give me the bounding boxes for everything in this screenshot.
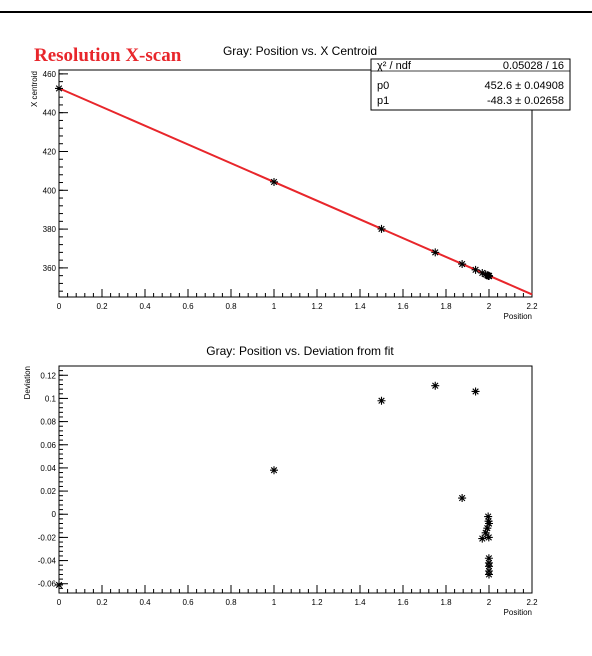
asterisk-marker xyxy=(485,520,493,528)
x-tick-label: 1.4 xyxy=(354,598,366,607)
data-point xyxy=(485,570,493,578)
asterisk-marker xyxy=(472,387,480,395)
x-tick-label: 2.2 xyxy=(526,302,538,311)
y-tick-label: 420 xyxy=(43,147,57,156)
banner-title: Resolution X-scan xyxy=(34,45,182,66)
y-tick-label: 0.12 xyxy=(40,371,56,380)
plot-x-centroid: Gray: Position vs. X Centroid Position X… xyxy=(30,44,570,321)
x-tick-label: 2 xyxy=(487,598,492,607)
asterisk-marker xyxy=(378,397,386,405)
plot-frame xyxy=(59,366,532,593)
asterisk-marker xyxy=(485,533,493,541)
data-point xyxy=(55,84,63,92)
x-tick-label: 0.6 xyxy=(182,598,194,607)
plot-deviation: Gray: Position vs. Deviation from fit Po… xyxy=(23,344,538,617)
x-tick-label: 1 xyxy=(272,302,277,311)
stats-value-chi2: 0.05028 / 16 xyxy=(503,60,564,72)
stats-box: χ² / ndf 0.05028 / 16 p0 452.6 ± 0.04908… xyxy=(371,59,570,110)
x-tick-label: 1.4 xyxy=(354,302,366,311)
stats-label-p1: p1 xyxy=(377,95,389,107)
x-tick-label: 1 xyxy=(272,598,277,607)
asterisk-marker xyxy=(458,260,466,268)
data-point xyxy=(55,581,63,589)
data-point xyxy=(378,225,386,233)
y-tick-label: -0.06 xyxy=(38,580,57,589)
y-tick-label: 0.04 xyxy=(40,464,56,473)
x-tick-label: 1.2 xyxy=(311,598,323,607)
asterisk-marker xyxy=(478,535,486,543)
asterisk-marker xyxy=(55,581,63,589)
y-tick-label: 460 xyxy=(43,70,57,79)
x-tick-label: 1.2 xyxy=(311,302,323,311)
x-tick-label: 0.2 xyxy=(96,302,108,311)
asterisk-marker xyxy=(431,248,439,256)
stats-value-p0: 452.6 ± 0.04908 xyxy=(485,80,564,92)
x-tick-label: 1.8 xyxy=(440,302,452,311)
data-point xyxy=(458,494,466,502)
chart-title: Gray: Position vs. Deviation from fit xyxy=(206,344,394,358)
y-tick-label: 0.06 xyxy=(40,441,56,450)
x-tick-label: 2.2 xyxy=(526,598,538,607)
chart-title: Gray: Position vs. X Centroid xyxy=(223,44,377,58)
data-point xyxy=(458,260,466,268)
x-tick-label: 0.8 xyxy=(225,598,237,607)
stats-label-chi2: χ² / ndf xyxy=(377,60,412,72)
x-tick-label: 1.6 xyxy=(397,598,409,607)
data-point xyxy=(270,178,278,186)
data-point xyxy=(431,248,439,256)
y-axis-label: X centroid xyxy=(30,71,39,107)
y-tick-label: 440 xyxy=(43,109,57,118)
data-point xyxy=(378,397,386,405)
y-axis-label: Deviation xyxy=(23,366,32,399)
x-tick-label: 0 xyxy=(57,598,62,607)
y-tick-label: -0.02 xyxy=(38,533,57,542)
data-point xyxy=(270,466,278,474)
asterisk-marker xyxy=(270,178,278,186)
data-point xyxy=(485,272,493,280)
y-tick-label: -0.04 xyxy=(38,557,57,566)
x-tick-label: 0.2 xyxy=(96,598,108,607)
data-point xyxy=(485,520,493,528)
x-tick-label: 1.8 xyxy=(440,598,452,607)
asterisk-marker xyxy=(431,382,439,390)
asterisk-marker xyxy=(485,272,493,280)
data-point xyxy=(478,535,486,543)
y-tick-label: 0.02 xyxy=(40,487,56,496)
x-tick-label: 1.6 xyxy=(397,302,409,311)
y-tick-label: 380 xyxy=(43,225,57,234)
data-point xyxy=(472,387,480,395)
y-tick-label: 400 xyxy=(43,186,57,195)
stats-label-p0: p0 xyxy=(377,80,389,92)
y-tick-label: 0.1 xyxy=(45,394,57,403)
y-tick-label: 360 xyxy=(43,264,57,273)
x-tick-label: 0.4 xyxy=(139,302,151,311)
asterisk-marker xyxy=(458,494,466,502)
asterisk-marker xyxy=(270,466,278,474)
asterisk-marker xyxy=(55,84,63,92)
x-axis-label: Position xyxy=(504,608,532,617)
data-point xyxy=(431,382,439,390)
x-tick-label: 0 xyxy=(57,302,62,311)
x-tick-label: 0.8 xyxy=(225,302,237,311)
x-tick-label: 0.4 xyxy=(139,598,151,607)
y-tick-label: 0 xyxy=(52,510,57,519)
y-tick-label: 0.08 xyxy=(40,418,56,427)
stats-value-p1: -48.3 ± 0.02658 xyxy=(487,95,564,107)
data-point xyxy=(485,562,493,570)
asterisk-marker xyxy=(485,570,493,578)
x-tick-label: 2 xyxy=(487,302,492,311)
x-axis-label: Position xyxy=(504,312,532,321)
x-tick-label: 0.6 xyxy=(182,302,194,311)
data-point xyxy=(485,533,493,541)
asterisk-marker xyxy=(485,562,493,570)
asterisk-marker xyxy=(378,225,386,233)
